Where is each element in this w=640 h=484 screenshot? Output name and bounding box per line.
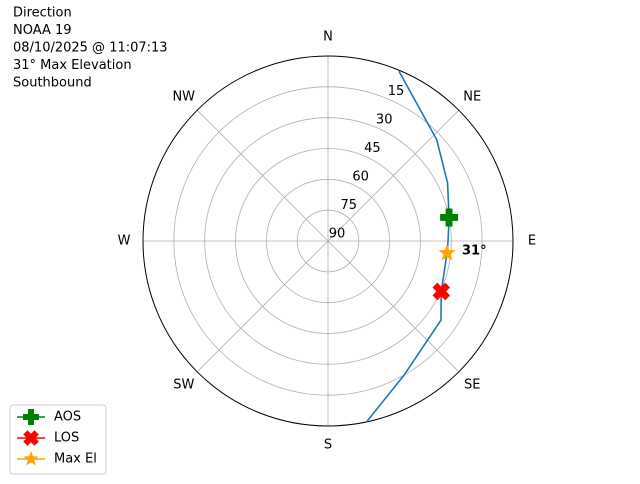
title-line: Direction: [13, 6, 72, 21]
marker: [432, 282, 450, 301]
direction-label: E: [528, 234, 536, 249]
grid-ring: [173, 86, 483, 396]
direction-label: S: [324, 438, 332, 453]
direction-label: W: [118, 234, 131, 249]
marker: [440, 208, 459, 227]
legend-label: LOS: [54, 431, 79, 446]
r-tick-label: 30: [376, 113, 393, 128]
title-line: 08/10/2025 @ 11:07:13: [13, 41, 168, 56]
direction-label: SE: [464, 378, 480, 393]
marker: [438, 244, 456, 261]
r-tick-label: 15: [388, 84, 405, 99]
r-tick-label: 75: [341, 198, 358, 213]
direction-label: NE: [463, 89, 481, 104]
annotation: 31°: [462, 244, 487, 259]
legend-label: Max El: [54, 452, 97, 467]
grid-ring: [235, 148, 421, 334]
title-line: Southbound: [13, 76, 92, 91]
r-tick-label: 45: [364, 141, 381, 156]
direction-label: SW: [173, 378, 194, 393]
legend-marker: [23, 409, 39, 425]
grid-ring: [296, 209, 360, 273]
legend: AOS LOS Max El: [9, 404, 107, 475]
outer-ring: [142, 55, 514, 427]
r-tick-label: 60: [352, 170, 369, 185]
title-line: 31° Max Elevation: [13, 58, 132, 73]
direction-label: NW: [172, 89, 195, 104]
title-line: NOAA 19: [13, 23, 72, 38]
legend-marker: [23, 451, 39, 466]
legend-marker: [23, 430, 39, 446]
legend-label: AOS: [54, 410, 81, 425]
grid-ring: [265, 178, 391, 304]
grid-ring: [204, 117, 452, 365]
direction-label: N: [323, 30, 333, 45]
r-tick-label: 90: [329, 227, 346, 242]
